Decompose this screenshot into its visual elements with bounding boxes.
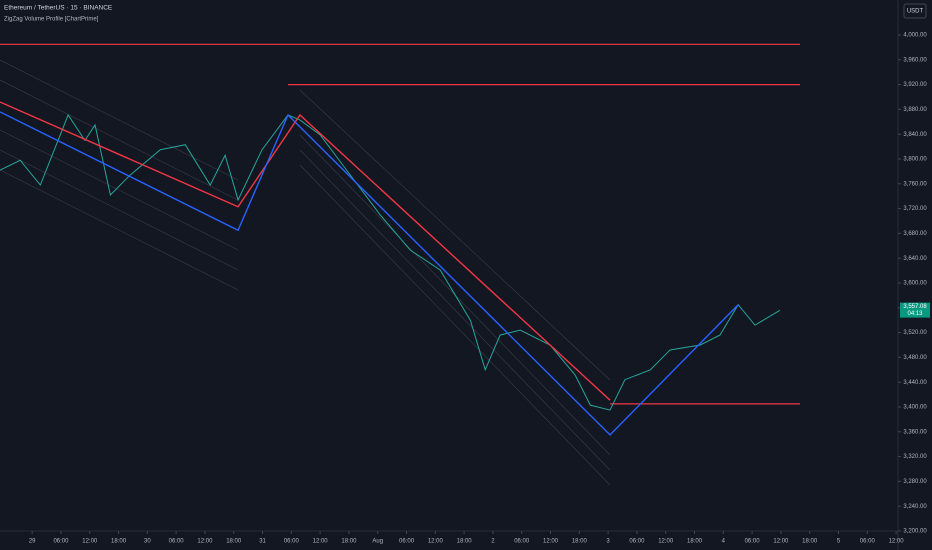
y-tick-label: 3,360.00 — [903, 429, 927, 435]
channel-line — [0, 79, 239, 201]
y-tick-label: 3,400.00 — [903, 405, 927, 411]
y-tick-label: 3,760.00 — [903, 181, 927, 187]
channel-lines — [0, 59, 611, 486]
x-tick-label: 18:00 — [341, 539, 357, 545]
channel-line — [299, 149, 611, 471]
currency-button[interactable] — [903, 3, 927, 19]
y-tick-label: 3,600.00 — [903, 281, 927, 287]
last-price-box — [900, 302, 930, 318]
x-tick-label: 12:00 — [889, 539, 905, 545]
x-tick-label: 18:00 — [572, 539, 588, 545]
y-tick-label: 3,240.00 — [903, 504, 927, 510]
y-tick-label: 3,680.00 — [903, 231, 927, 237]
x-tick-label: 18:00 — [802, 539, 818, 545]
countdown-label: 04:13 — [907, 311, 923, 317]
x-tick-label: 06:00 — [745, 539, 761, 545]
chart-title: Ethereum / TetherUS · 15 · BINANCE — [4, 5, 113, 12]
y-tick-label: 3,800.00 — [903, 157, 927, 163]
channel-line — [0, 129, 239, 251]
x-tick-label: 18:00 — [457, 539, 473, 545]
channel-line — [0, 169, 239, 291]
last-price-label: 3,557.08 — [903, 304, 927, 310]
y-tick-label: 4,000.00 — [903, 33, 927, 39]
x-tick-label: 12:00 — [773, 539, 789, 545]
y-tick-label: 3,320.00 — [903, 454, 927, 460]
x-tick-label: 5 — [837, 539, 841, 545]
x-tick-label: 18:00 — [226, 539, 242, 545]
currency-label: USDT — [907, 9, 924, 15]
y-tick-label: 3,280.00 — [903, 479, 927, 485]
y-tick-label: 3,640.00 — [903, 256, 927, 262]
x-tick-label: 18:00 — [687, 539, 703, 545]
y-tick-label: 3,440.00 — [903, 380, 927, 386]
x-tick-label: 12:00 — [197, 539, 213, 545]
y-tick-label: 3,920.00 — [903, 82, 927, 88]
x-tick-label: 06:00 — [629, 539, 645, 545]
zigzag-line — [0, 111, 739, 436]
y-tick-label: 3,480.00 — [903, 355, 927, 361]
x-tick-label: 12:00 — [428, 539, 444, 545]
x-tick-label: 3 — [606, 539, 610, 545]
x-tick-label: 18:00 — [111, 539, 127, 545]
channel-line — [299, 89, 611, 381]
x-tick-label: 12:00 — [313, 539, 329, 545]
y-tick-label: 3,720.00 — [903, 206, 927, 212]
y-tick-label: 3,200.00 — [903, 529, 927, 535]
x-tick-label: 12:00 — [658, 539, 674, 545]
channel-line — [0, 149, 239, 271]
x-tick-label: 30 — [144, 539, 151, 545]
x-tick-label: 06:00 — [169, 539, 185, 545]
x-tick-label: Aug — [372, 539, 383, 545]
x-tick-label: 31 — [259, 539, 266, 545]
y-tick-label: 3,880.00 — [903, 107, 927, 113]
x-tick-label: 06:00 — [860, 539, 876, 545]
channel-line — [299, 164, 611, 486]
x-tick-label: 4 — [722, 539, 726, 545]
x-tick-label: 06:00 — [53, 539, 69, 545]
x-tick-label: 12:00 — [543, 539, 559, 545]
x-tick-label: 12:00 — [82, 539, 98, 545]
y-tick-label: 3,960.00 — [903, 57, 927, 63]
x-tick-label: 06:00 — [399, 539, 415, 545]
x-tick-label: 06:00 — [284, 539, 300, 545]
x-tick-label: 2 — [491, 539, 495, 545]
zigzag-line — [0, 101, 611, 401]
channel-line — [0, 59, 239, 181]
y-tick-label: 3,840.00 — [903, 132, 927, 138]
price-line — [0, 113, 781, 411]
x-tick-label: 06:00 — [514, 539, 530, 545]
x-tick-label: 29 — [29, 539, 36, 545]
chart-subtitle: ZigZag Volume Profile [ChartPrime] — [4, 17, 99, 23]
y-tick-label: 3,520.00 — [903, 330, 927, 336]
